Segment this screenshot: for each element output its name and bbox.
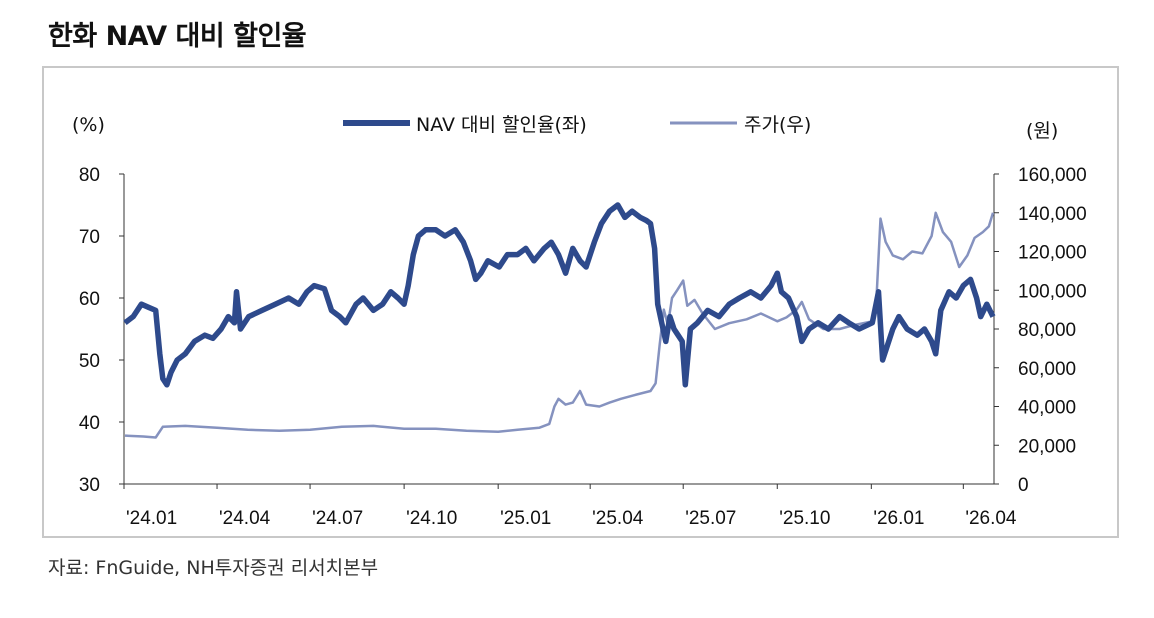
right-tick-label: 80,000 [1018, 320, 1076, 341]
x-tick-label: '24.04 [219, 508, 271, 529]
x-tick-label: '24.10 [406, 508, 457, 529]
right-tick-label: 60,000 [1018, 359, 1076, 380]
left-tick-label: 60 [79, 289, 100, 310]
x-tick-label: '25.04 [592, 508, 644, 529]
right-tick-label: 120,000 [1018, 243, 1087, 264]
series-line-discount [123, 202, 996, 388]
right-tick-label: 100,000 [1018, 281, 1087, 302]
x-tick-label: '25.10 [779, 508, 830, 529]
left-axis-unit: (%) [72, 114, 105, 136]
chart-frame [42, 66, 1119, 538]
chart-axes: 80 70 60 50 40 30 160,000 140,000 120,000 100,000… [72, 114, 1087, 529]
left-tick-label: 40 [79, 413, 100, 434]
right-tick-label: 140,000 [1018, 204, 1087, 225]
series-line-price [124, 211, 995, 439]
left-tick-label: 70 [79, 227, 100, 248]
chart-legend: NAV 대비 할인율(좌) 주가(우) [343, 114, 811, 136]
x-tick-label: '26.01 [873, 508, 924, 529]
x-tick-label: '25.07 [685, 508, 736, 529]
right-tick-label: 0 [1018, 475, 1029, 496]
x-tick-label: '24.07 [312, 508, 363, 529]
chart-series [123, 202, 996, 439]
x-tick-label: '26.04 [965, 508, 1017, 529]
legend-label-discount: NAV 대비 할인율(좌) [416, 114, 587, 136]
chart-title: 한화 NAV 대비 할인율 [48, 21, 307, 52]
legend-label-price: 주가(우) [744, 114, 811, 136]
left-tick-label: 80 [79, 165, 100, 186]
right-tick-label: 20,000 [1018, 436, 1076, 457]
left-tick-label: 50 [79, 351, 100, 372]
right-tick-label: 160,000 [1018, 165, 1087, 186]
x-tick-label: '24.01 [126, 508, 177, 529]
right-tick-label: 40,000 [1018, 398, 1076, 419]
x-tick-label: '25.01 [500, 508, 551, 529]
right-axis-unit: (원) [1026, 120, 1058, 142]
source-note: 자료: FnGuide, NH투자증권 리서치본부 [48, 557, 379, 579]
left-tick-label: 30 [79, 475, 100, 496]
